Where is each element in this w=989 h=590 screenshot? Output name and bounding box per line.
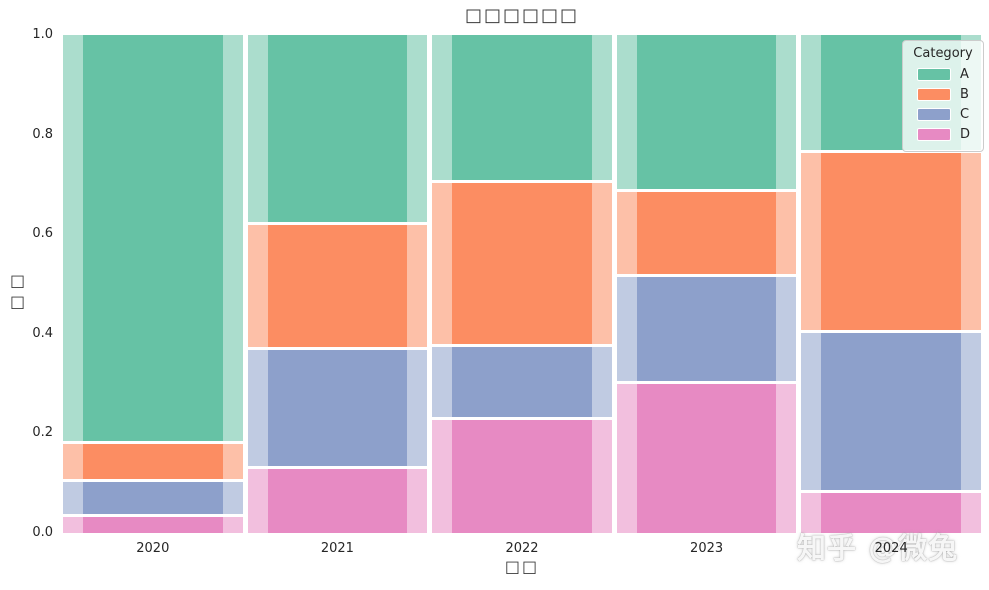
bar-column-2021 [247, 35, 428, 533]
segment-b-2022 [432, 180, 612, 345]
chart-title: □□□□□□ [464, 5, 580, 26]
y-tick-0.4: 0.4 [32, 325, 53, 341]
segment-b-2024 [801, 149, 981, 330]
segment-d-2021 [247, 465, 428, 533]
x-tick-2024: 2024 [874, 541, 908, 556]
legend-title: Category [913, 46, 973, 61]
x-tick-2021: 2021 [320, 541, 354, 556]
legend-item-c: C [911, 104, 975, 124]
segment-a-2023 [616, 35, 797, 189]
segment-d-2024 [801, 490, 981, 533]
segment-c-2021 [247, 346, 428, 466]
y-tick-0.6: 0.6 [32, 226, 53, 242]
segment-b-2020 [63, 440, 243, 480]
bar-column-2023 [616, 35, 797, 533]
y-axis-label: □□ [8, 271, 27, 313]
segment-a-2020 [63, 35, 243, 441]
segment-a-2022 [432, 35, 612, 181]
segment-c-2020 [63, 479, 243, 515]
x-tick-2023: 2023 [690, 541, 724, 556]
segment-c-2023 [616, 274, 797, 382]
x-axis-label: □□ [504, 557, 540, 576]
legend-label-a: A [960, 66, 969, 82]
x-tick-2020: 2020 [136, 541, 170, 556]
legend-item-d: D [911, 124, 975, 144]
segment-a-2021 [247, 35, 428, 222]
legend-label-b: B [960, 86, 969, 102]
x-tick-2022: 2022 [505, 541, 539, 556]
legend-swatch-c [917, 107, 951, 121]
segment-c-2022 [432, 344, 612, 418]
y-tick-0.2: 0.2 [32, 425, 53, 441]
bar-column-2022 [432, 35, 612, 533]
legend-swatch-b [917, 87, 951, 101]
segment-b-2023 [616, 188, 797, 275]
y-tick-0.0: 0.0 [32, 525, 53, 540]
legend-swatch-d [917, 127, 951, 141]
legend-swatch-a [917, 67, 951, 81]
segment-c-2024 [801, 329, 981, 491]
watermark: 知乎 @微兔 [797, 531, 959, 565]
segment-b-2021 [247, 221, 428, 347]
y-tick-0.8: 0.8 [32, 126, 53, 142]
legend-label-c: C [960, 106, 970, 122]
legend-item-b: B [911, 84, 975, 104]
legend-item-a: A [911, 64, 975, 84]
segment-d-2022 [432, 417, 612, 533]
legend-label-d: D [960, 126, 971, 142]
bar-column-2020 [63, 35, 243, 533]
segment-d-2020 [63, 514, 243, 533]
segment-d-2023 [616, 381, 797, 533]
plot-area [63, 35, 981, 533]
y-tick-1.0: 1.0 [32, 27, 53, 42]
